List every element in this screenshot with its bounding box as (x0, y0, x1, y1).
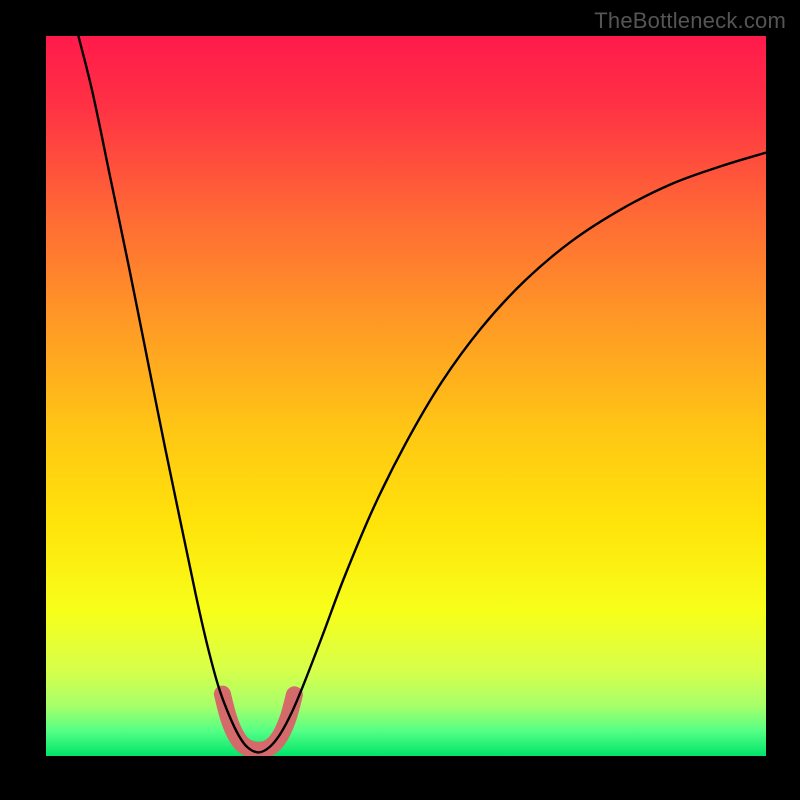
bottleneck-curve (78, 36, 766, 752)
chart-overlay (0, 0, 800, 800)
watermark-text: TheBottleneck.com (594, 8, 786, 34)
